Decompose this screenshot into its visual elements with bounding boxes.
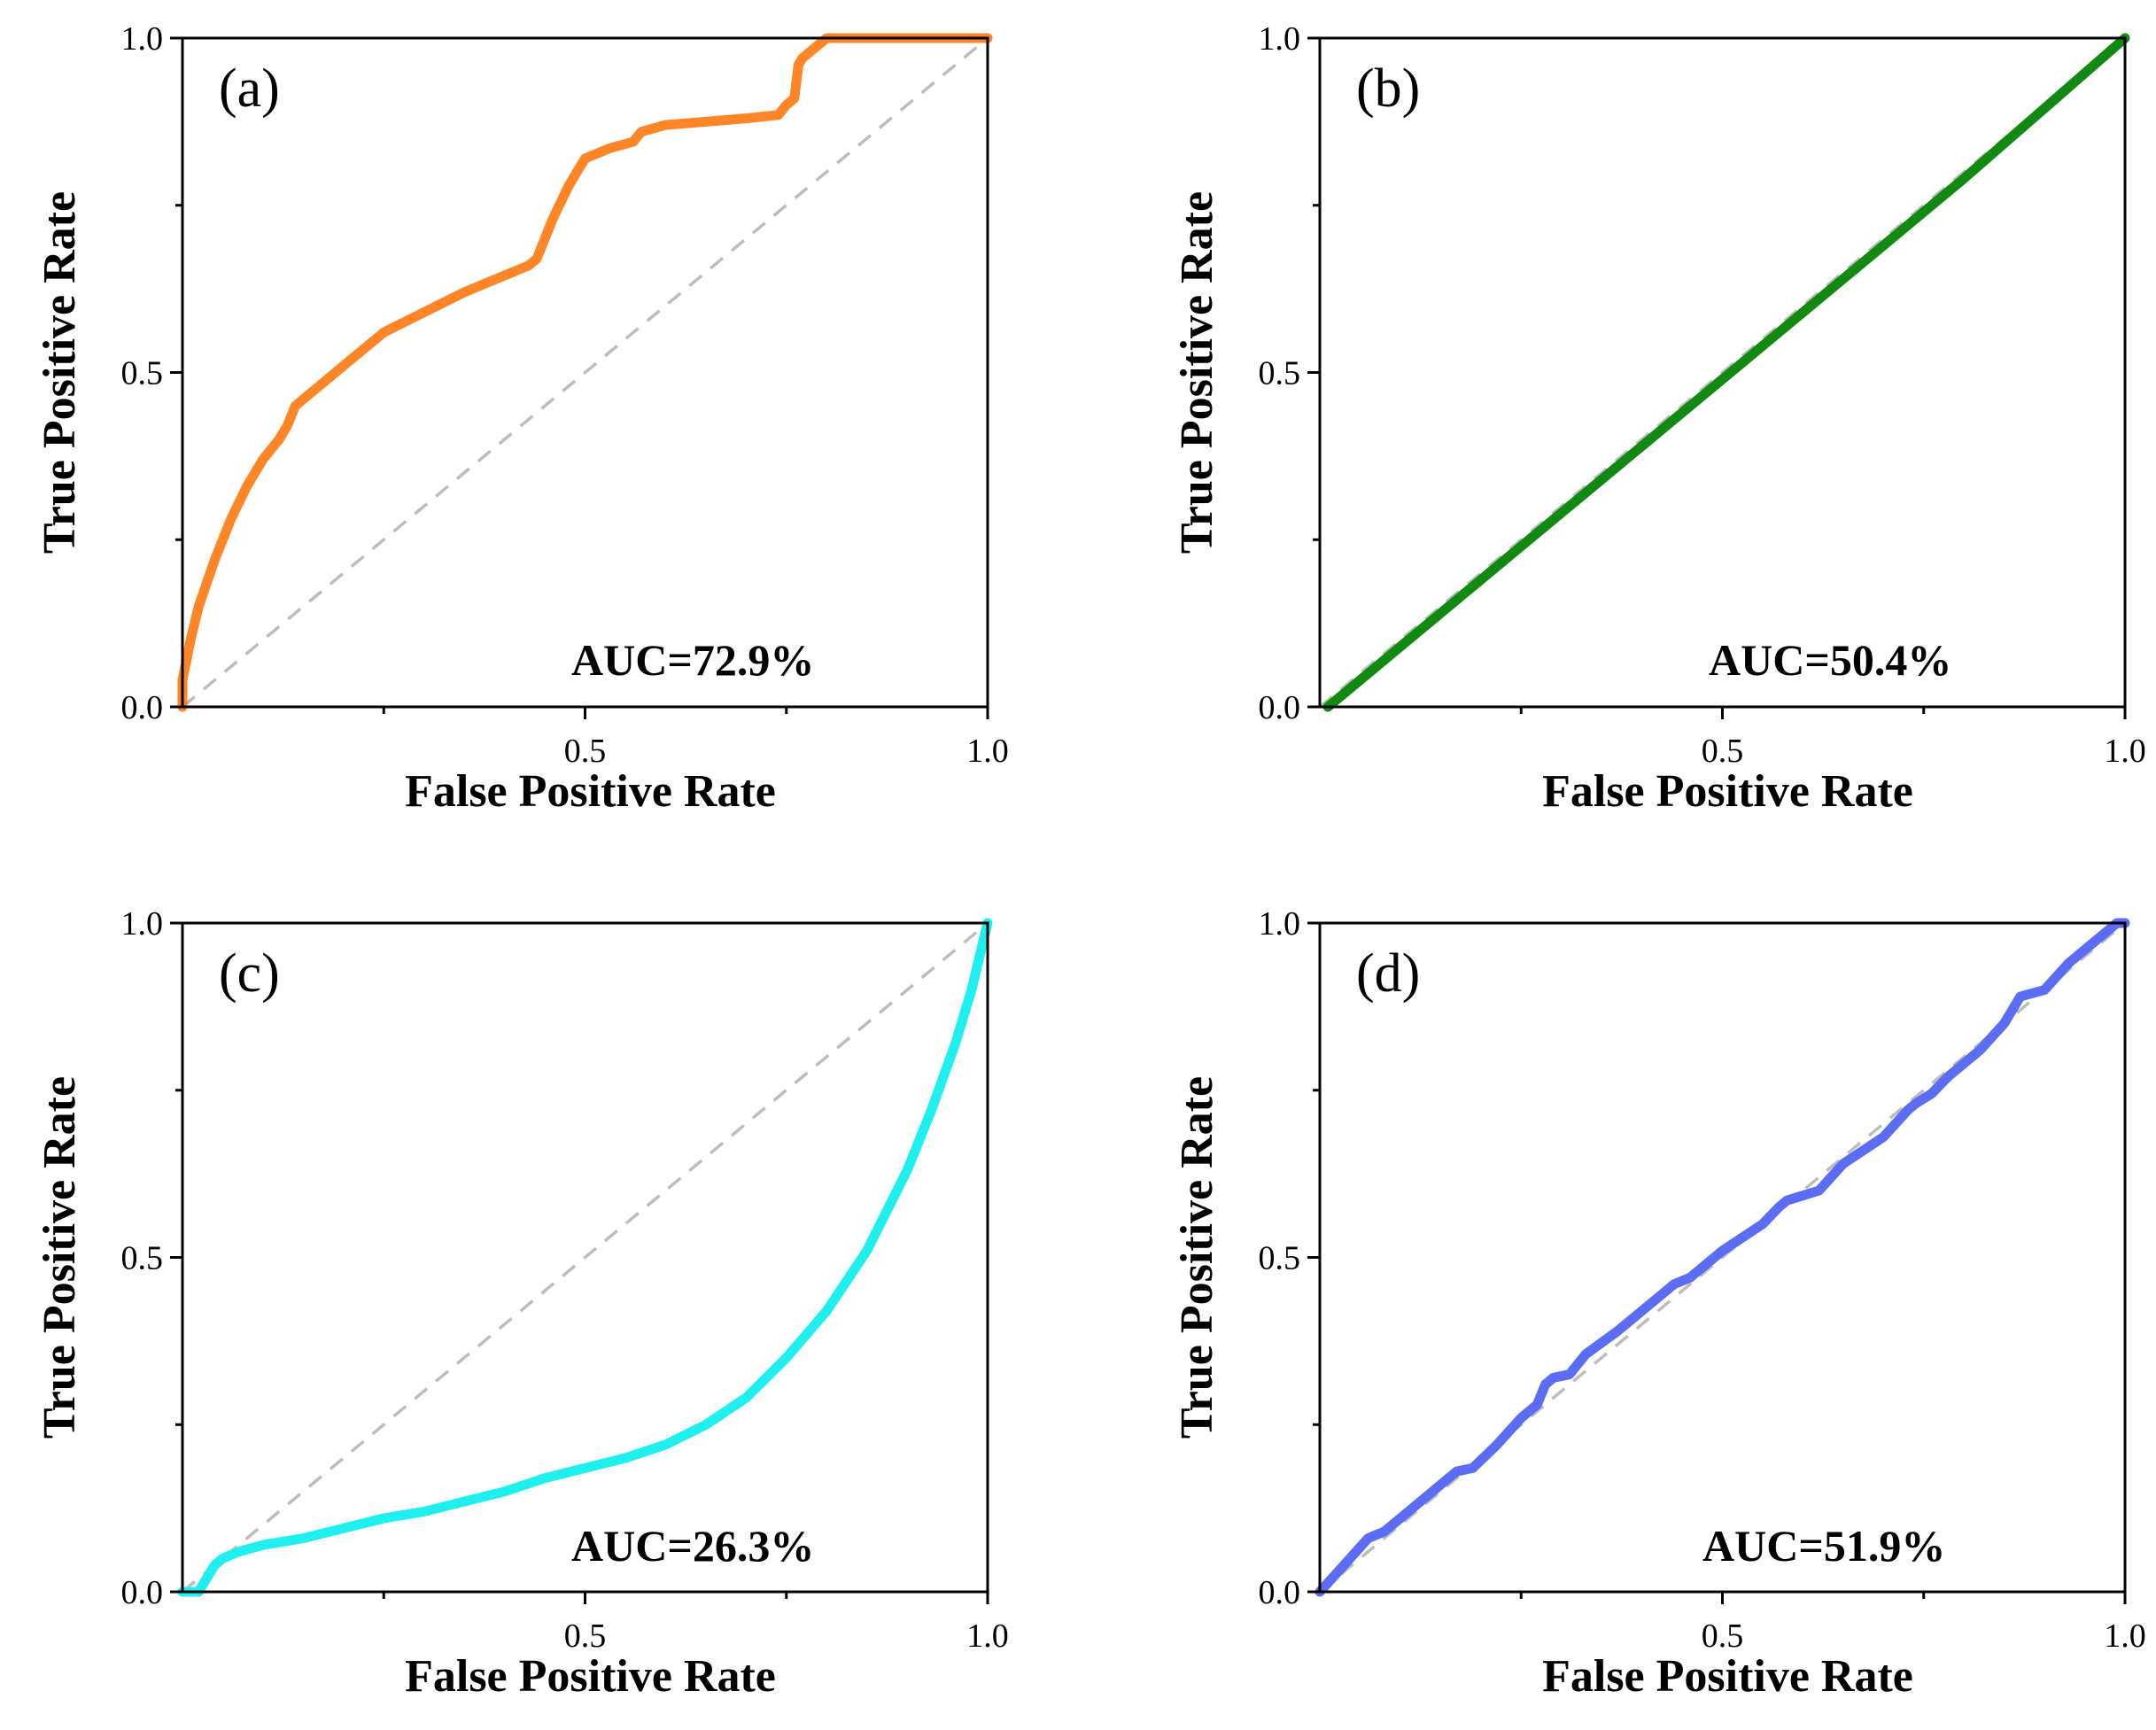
x-tick-label: 0.5 (1702, 1618, 1744, 1655)
panel-label: (a) (219, 58, 280, 119)
y-tick-label: 0.0 (1259, 689, 1301, 726)
x-tick-label: 1.0 (2104, 733, 2146, 770)
x-axis-title: False Positive Rate (1542, 1651, 1913, 1702)
chart-panel-a: 0.0 0.5 1.0 0.5 1.0 False Positive Rate True P… (35, 20, 1009, 817)
y-tick-label: 1.0 (1259, 20, 1301, 58)
y-tick-label: 1.0 (121, 905, 164, 943)
y-tick-label: 0.5 (1259, 355, 1301, 392)
diagonal-reference-line (181, 36, 989, 709)
diagonal-reference-line (181, 921, 989, 1594)
y-axis-title: True Positive Rate (35, 191, 85, 554)
auc-annotation: AUC=50.4% (1709, 635, 1951, 685)
panel-label: (d) (1356, 943, 1420, 1004)
y-tick-label: 1.0 (1259, 905, 1301, 943)
y-tick-label: 0.0 (121, 1574, 164, 1611)
x-tick-label: 0.5 (564, 1618, 607, 1655)
y-tick-label: 0.5 (121, 355, 164, 392)
y-tick-label: 0.5 (1259, 1240, 1301, 1277)
y-axis-title: True Positive Rate (1172, 1076, 1222, 1439)
chart-panel-b: 0.0 0.5 1.0 0.5 1.0 False Positive Rate True P… (1172, 20, 2146, 817)
auc-annotation: AUC=26.3% (571, 1521, 814, 1571)
x-tick-label: 0.5 (564, 733, 607, 770)
roc-curve-b (1322, 33, 2130, 712)
y-tick-label: 0.5 (121, 1240, 164, 1277)
chart-panel-c: 0.0 0.5 1.0 0.5 1.0 False Positive Rate True P… (35, 905, 1009, 1702)
panel-label: (c) (219, 943, 280, 1004)
roc-curve-a (177, 33, 993, 712)
x-axis-title: False Positive Rate (405, 766, 776, 817)
diagonal-reference-line (1318, 36, 2127, 709)
y-axis-title: True Positive Rate (35, 1076, 85, 1439)
y-tick-label: 0.0 (121, 689, 164, 726)
x-tick-label: 0.5 (1702, 733, 1744, 770)
x-tick-label: 1.0 (966, 1618, 1009, 1655)
x-axis-title: False Positive Rate (1542, 766, 1913, 817)
chart-panel-d: 0.0 0.5 1.0 0.5 1.0 False Positive Rate True P… (1172, 905, 2146, 1702)
auc-annotation: AUC=51.9% (1702, 1521, 1945, 1571)
roc-curve-d (1315, 918, 2130, 1597)
y-axis-title: True Positive Rate (1172, 191, 1222, 554)
diagonal-reference-line (1318, 921, 2127, 1594)
x-tick-label: 1.0 (2104, 1618, 2146, 1655)
auc-annotation: AUC=72.9% (571, 635, 814, 685)
panel-label: (b) (1356, 58, 1420, 119)
x-tick-label: 1.0 (966, 733, 1009, 770)
roc-curve-c (177, 918, 993, 1597)
x-axis-title: False Positive Rate (405, 1651, 776, 1702)
y-tick-label: 0.0 (1259, 1574, 1301, 1611)
y-tick-label: 1.0 (121, 20, 164, 58)
